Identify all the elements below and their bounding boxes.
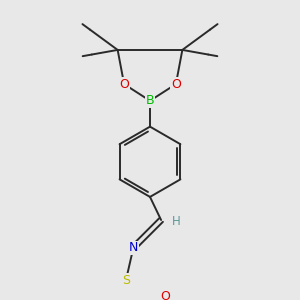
Text: O: O — [160, 290, 170, 300]
Text: O: O — [171, 78, 181, 91]
Text: N: N — [129, 241, 138, 254]
Text: S: S — [122, 274, 130, 286]
Text: H: H — [172, 215, 180, 228]
Text: O: O — [119, 78, 129, 91]
Text: B: B — [146, 94, 154, 107]
